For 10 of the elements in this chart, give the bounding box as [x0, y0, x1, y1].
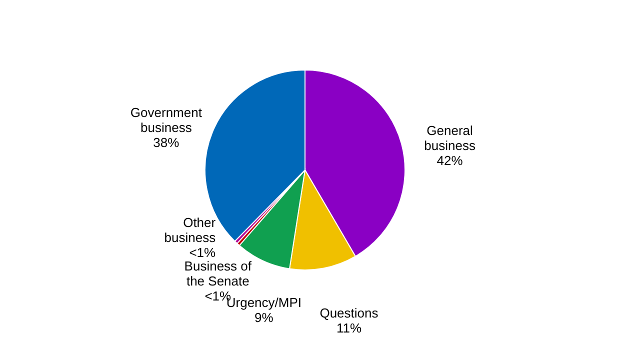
slice-label: Government business: [130, 105, 202, 136]
slice-label: Other business: [164, 215, 216, 246]
data-label: <1%: [189, 245, 216, 260]
data-label: 9%: [254, 310, 274, 325]
data-label: 38%: [153, 135, 180, 150]
slice-label: Questions: [320, 306, 379, 321]
slice-label: Business of the Senate: [184, 258, 252, 288]
data-label: 11%: [336, 320, 362, 336]
data-label: 42%: [436, 152, 464, 168]
slice-label: General business: [424, 122, 476, 153]
